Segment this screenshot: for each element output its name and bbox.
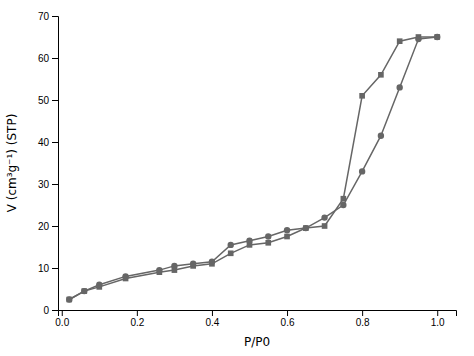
tick: 20 <box>38 221 58 232</box>
tick-mark <box>52 100 58 101</box>
tick-mark <box>52 184 58 185</box>
tick: 1.0 <box>431 310 445 328</box>
tick-label: 30 <box>38 179 50 190</box>
point <box>397 38 403 44</box>
point <box>228 250 234 256</box>
point <box>81 288 87 294</box>
tick: 0.6 <box>281 310 295 328</box>
point <box>434 34 440 40</box>
point <box>340 202 346 208</box>
tick-label: 0.8 <box>356 317 370 328</box>
point <box>284 234 290 240</box>
point <box>66 296 72 302</box>
point <box>66 297 72 303</box>
point <box>321 214 327 220</box>
tick-mark <box>362 310 363 316</box>
point <box>303 225 309 231</box>
point <box>246 238 252 244</box>
tick-mark <box>437 310 438 316</box>
point <box>378 72 384 78</box>
point <box>209 259 215 265</box>
tick-label: 60 <box>38 53 50 64</box>
tick: 70 <box>38 11 58 22</box>
x-axis-title: P/P0 <box>244 335 270 349</box>
point <box>378 133 384 139</box>
y-axis-title: V (cm³g⁻¹) (STP) <box>5 114 19 213</box>
tick-label: 10 <box>38 263 50 274</box>
point <box>359 93 365 99</box>
tick-mark <box>52 142 58 143</box>
point <box>359 168 365 174</box>
tick-mark <box>212 310 213 316</box>
chart: 0.0 0.2 0.4 0.6 0.8 1.0 0 10 20 30 40 50 60 70 P/P0 V (… <box>0 0 474 356</box>
tick-mark <box>52 58 58 59</box>
tick-mark <box>137 310 138 316</box>
point <box>415 36 421 42</box>
series-line <box>69 37 437 300</box>
tick-mark <box>52 226 58 227</box>
tick: 10 <box>38 263 58 274</box>
axis-line <box>52 17 59 311</box>
point <box>265 240 271 246</box>
tick-label: 20 <box>38 221 50 232</box>
point <box>171 263 177 269</box>
tick-label: 0.4 <box>205 317 219 328</box>
tick-mark <box>52 268 58 269</box>
marks <box>66 34 440 303</box>
point <box>122 273 128 279</box>
axis-line <box>59 311 457 317</box>
tick: 40 <box>38 137 58 148</box>
tick-label: 50 <box>38 95 50 106</box>
x-axis: 0.0 0.2 0.4 0.6 0.8 1.0 <box>55 310 456 328</box>
tick-label: 40 <box>38 137 50 148</box>
series-line <box>69 37 437 300</box>
point <box>156 267 162 273</box>
tick-mark <box>62 310 63 316</box>
point <box>322 223 328 229</box>
point <box>434 34 440 40</box>
tick-mark <box>52 16 58 17</box>
point <box>190 261 196 267</box>
tick: 0.0 <box>55 310 69 328</box>
tick-label: 1.0 <box>431 317 445 328</box>
point <box>303 225 309 231</box>
point <box>228 242 234 248</box>
tick: 0.2 <box>130 310 144 328</box>
tick: 60 <box>38 53 58 64</box>
point <box>96 282 102 288</box>
tick: 0.8 <box>356 310 370 328</box>
point <box>81 288 87 294</box>
tick-label: 0.2 <box>130 317 144 328</box>
tick: 0.4 <box>205 310 219 328</box>
tick-label: 70 <box>38 11 50 22</box>
point <box>396 84 402 90</box>
tick-label: 0.6 <box>281 317 295 328</box>
tick: 30 <box>38 179 58 190</box>
point <box>284 227 290 233</box>
tick-label: 0.0 <box>55 317 69 328</box>
y-axis: 0 10 20 30 40 50 60 70 <box>38 11 59 316</box>
tick-mark <box>52 310 58 311</box>
plot: 0.0 0.2 0.4 0.6 0.8 1.0 0 10 20 30 40 50 60 70 <box>38 11 457 328</box>
tick: 50 <box>38 95 58 106</box>
tick: 0 <box>43 305 58 316</box>
point <box>265 233 271 239</box>
tick-label: 0 <box>43 305 49 316</box>
tick-mark <box>287 310 288 316</box>
